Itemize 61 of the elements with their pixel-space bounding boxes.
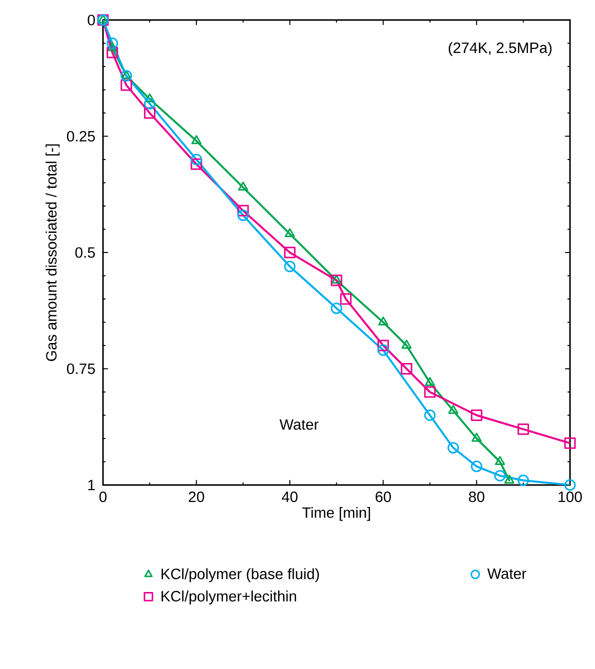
x-axis-title: Time [min] xyxy=(302,506,370,521)
point xyxy=(518,474,530,486)
point xyxy=(107,42,118,52)
point xyxy=(106,38,118,49)
point xyxy=(144,93,155,102)
point xyxy=(424,410,436,421)
point xyxy=(284,228,295,238)
x-tick-label: 0 xyxy=(99,492,107,502)
x-tick-label: 60 xyxy=(376,492,391,502)
point xyxy=(330,274,342,286)
point xyxy=(331,274,342,284)
point xyxy=(470,410,482,421)
point xyxy=(106,46,118,58)
x-tick-label: 80 xyxy=(468,492,484,502)
point xyxy=(377,340,389,352)
point xyxy=(518,423,530,435)
annotation: (274K, 2.5MPa) xyxy=(448,42,552,56)
y-tick-label: 0.75 xyxy=(66,363,95,374)
point xyxy=(190,158,202,170)
point xyxy=(400,363,412,374)
point xyxy=(191,135,202,144)
point xyxy=(98,14,108,24)
point xyxy=(424,376,435,386)
point xyxy=(190,154,202,166)
x-tick-label: 40 xyxy=(282,492,298,502)
point xyxy=(377,344,389,356)
y-axis-title: Gas amount dissociated / total [-] xyxy=(46,144,60,361)
legend-label: KCl/polymer (base fluid) xyxy=(162,568,319,582)
point xyxy=(494,470,506,482)
point xyxy=(121,70,132,80)
point xyxy=(237,204,249,216)
point xyxy=(564,437,576,449)
y-tick-label: 1 xyxy=(88,480,95,490)
point xyxy=(564,479,576,491)
point xyxy=(401,340,412,349)
point xyxy=(448,442,459,454)
legend-label: KCl/polymer+lecithin xyxy=(162,590,296,604)
point xyxy=(330,302,342,314)
point xyxy=(472,432,482,442)
point xyxy=(120,70,132,82)
annotation: Water xyxy=(280,419,319,430)
point xyxy=(120,79,132,91)
point xyxy=(494,456,506,465)
x-tick-label: 100 xyxy=(558,492,582,502)
point xyxy=(144,107,156,119)
legend-label: Water xyxy=(487,568,526,579)
point xyxy=(470,460,482,472)
x-tick-label: 20 xyxy=(188,492,204,502)
point xyxy=(144,98,156,110)
point xyxy=(284,260,296,272)
point xyxy=(448,404,458,414)
point xyxy=(504,474,514,484)
point xyxy=(284,246,296,258)
point xyxy=(424,386,436,398)
point xyxy=(340,293,352,305)
y-tick-label: 0 xyxy=(88,14,95,26)
point xyxy=(378,316,388,326)
y-tick-label: 0.25 xyxy=(66,130,95,142)
y-tick-label: 0.5 xyxy=(75,247,95,258)
point xyxy=(237,210,249,222)
point xyxy=(238,182,248,191)
